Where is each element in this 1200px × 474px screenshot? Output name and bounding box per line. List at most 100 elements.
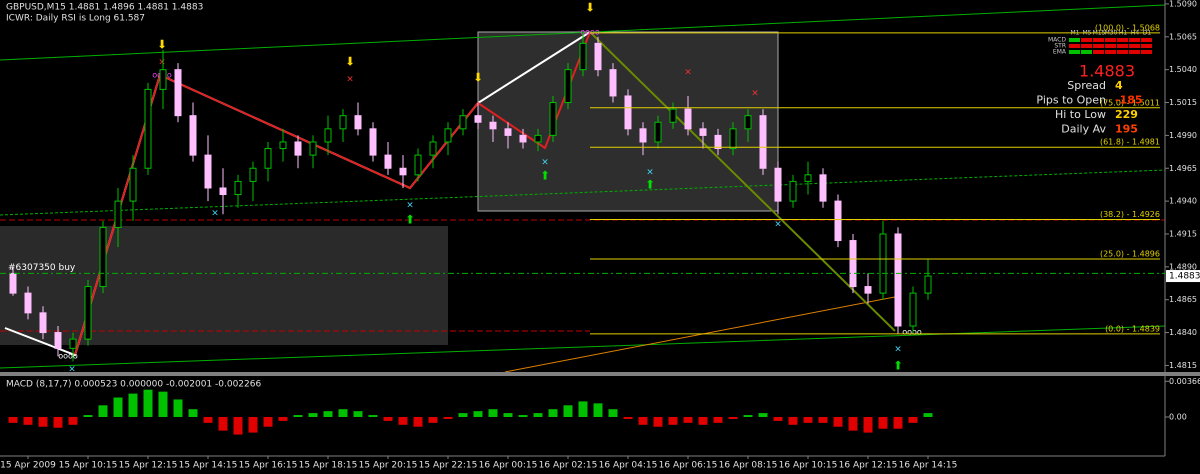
macd-bar [578,401,588,417]
stat-label: Pips to Open [1036,94,1106,107]
table-cell [1105,44,1116,48]
candle-body [399,167,407,176]
table-row-label: STR [1054,43,1066,50]
y-tick-label: 1.4915 [1169,229,1197,238]
stat-label: Daily Av [1061,123,1106,136]
macd-bar [563,405,573,417]
macd-bar [158,391,168,417]
y-tick-label: 1.4940 [1169,197,1197,206]
cross: × [211,209,219,219]
macd-bar [608,409,618,417]
macd-bar [833,417,843,427]
fib-label: (75.0) - 1.5011 [1100,98,1160,107]
candle-body [909,292,917,327]
y-tick-label: 1.4990 [1169,131,1197,140]
candle-body [549,102,557,136]
macd-bar [893,417,903,429]
stat-value: 195 [1115,123,1138,136]
y-tick-label: 1.4815 [1169,361,1197,370]
table-cell [1093,38,1104,42]
macd-bar [848,417,858,431]
candle-body [864,286,872,294]
stat-value: -185 [1115,94,1143,107]
x-tick-label: 16 Apr 00:15 [479,461,538,471]
table-row-label: MACD [1048,37,1066,44]
candle-body [219,187,227,196]
candle-body [249,167,257,182]
macd-bar [653,417,663,427]
candle-body [699,128,707,136]
macd-title: MACD (8,17,7) 0.000523 0.000000 -0.00200… [6,380,261,390]
candle-body [759,115,767,169]
table-cell [1117,38,1128,42]
table-cell [1069,50,1080,54]
x-tick-label: 16 Apr 12:15 [839,461,898,471]
macd-bar [263,417,273,427]
x-tick-label: 16 Apr 04:15 [599,461,658,471]
macd-bar [248,417,258,433]
candle-body [264,148,272,169]
x-tick-label: 16 Apr 06:15 [659,461,718,471]
y-tick-label: 1.5065 [1169,32,1197,41]
macd-bar [548,409,558,417]
cross: × [646,168,654,178]
x-tick-label: 15 Apr 20:15 [359,461,418,471]
macd-bar [383,417,393,421]
candle-body [924,275,932,294]
zigzag [589,31,896,332]
macd-bar [413,417,423,427]
macd-bar [743,415,753,417]
stat-label: Spread [1067,79,1106,92]
fib-label: (0.0) - 1.4839 [1105,324,1160,333]
candle-body [609,69,617,97]
fib-label: (61.8) - 1.4981 [1100,138,1160,147]
y-tick-label: 1.5040 [1169,65,1197,74]
y-tick-label: 0.00 [1169,413,1187,422]
macd-bar [23,417,33,425]
macd-bar [293,415,303,417]
table-cell [1069,44,1080,48]
x-tick-label: 16 Apr 10:15 [779,461,838,471]
candle-body [804,174,812,182]
cross: × [406,201,414,211]
candle-body [429,141,437,156]
macd-bar [908,417,918,423]
candle-body [24,292,32,314]
candle-body [534,134,542,143]
macd-bar [683,417,693,423]
y-tick-label: 1.4965 [1169,164,1197,173]
table-cell [1069,38,1080,42]
fib-label: (25.0) - 1.4896 [1100,249,1160,258]
cross: × [774,220,782,230]
arrow-up: ⬆ [540,169,550,183]
table-cell [1081,44,1092,48]
macd-bar [803,417,813,423]
macd-bar [113,397,123,417]
circles: oooo [580,28,600,37]
macd-bar [863,417,873,433]
macd-bar [773,417,783,421]
candle-body [144,88,152,169]
macd-bar [443,417,453,419]
macd-bar [728,417,738,419]
candle-body [369,128,377,156]
macd-bar [623,417,633,419]
candle-body [519,134,527,143]
macd-bar [503,413,513,417]
candle-body [774,167,782,202]
macd-bar [143,389,153,417]
macd-bar [428,417,438,423]
table-cell [1129,50,1140,54]
candle-body [564,69,572,104]
candle-body [414,154,422,176]
cross: × [346,75,354,85]
candle-body [9,272,17,294]
price-display: 1.4883 [1079,62,1135,81]
macd-bar [38,417,48,427]
cross: × [894,345,902,355]
macd-bar [68,417,78,425]
candle-body [729,128,737,150]
candle-body [279,141,287,150]
y-tick-label: 1.5015 [1169,98,1197,107]
